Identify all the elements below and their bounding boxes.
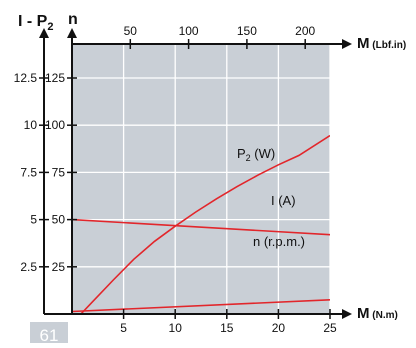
y-axis-outer-title: I - P2 [18,13,53,33]
x-tick-label-bottom: 15 [220,321,234,335]
series-label-p2: P2 (W) [237,146,275,163]
series-line [72,218,330,236]
x-axis-bottom-title: M (N.m) [357,305,398,322]
series-line [72,299,330,313]
y-tick-label-inner: 75 [52,165,66,179]
y-tick-label-inner: 25 [52,260,66,274]
x-axis-top-arrow [342,39,352,49]
x-tick-label-top: 150 [237,24,257,38]
y-tick-label-inner: 50 [52,213,66,227]
x-axis-top-title: M (Lbf.in) [357,35,406,52]
x-tick-label-bottom: 10 [169,321,183,335]
x-axis-bottom-arrow [342,309,352,319]
x-tick-label-top: 100 [179,24,199,38]
y-tick-label-inner: 100 [45,118,65,132]
y-tick-label-outer: 5 [30,213,37,227]
series-label-current: I (A) [271,193,296,208]
series-layer [72,134,330,314]
y-axis-outer-arrow [39,28,49,38]
figure-badge-text: 61 [40,326,59,343]
x-tick-label-top: 200 [295,24,315,38]
y-tick-label-inner: 125 [45,71,65,85]
y-axis-inner-arrow [67,28,77,38]
y-tick-label-outer: 7.5 [20,165,37,179]
series-label-speed: n (r.p.m.) [253,234,305,249]
y-tick-label-outer: 12.5 [14,71,38,85]
figure-badge [30,322,68,343]
y-tick-label-outer: 10 [24,118,38,132]
axes [39,28,352,319]
plot-background [72,44,330,314]
x-tick-label-bottom: 20 [272,321,286,335]
grid-lines [72,44,331,314]
x-tick-label-bottom: 5 [120,321,127,335]
y-tick-label-outer: 2.5 [20,260,37,274]
x-tick-label-top: 50 [124,24,138,38]
labels: 5 10 15 20 25 50 100 150 200 2.5 5 7.5 10 12.5 25 50 75 1… [14,11,407,345]
series-line [79,134,330,314]
x-tick-label-bottom: 25 [323,321,337,335]
y-axis-inner-title: n [68,11,78,28]
